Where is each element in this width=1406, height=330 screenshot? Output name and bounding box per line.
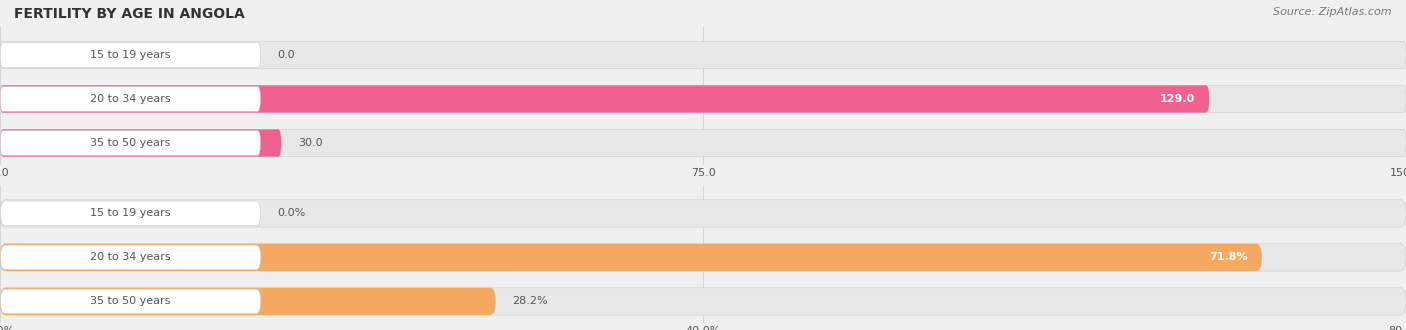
FancyBboxPatch shape (0, 288, 1406, 315)
Text: 30.0: 30.0 (298, 138, 323, 148)
Text: 15 to 19 years: 15 to 19 years (90, 209, 172, 218)
FancyBboxPatch shape (0, 289, 260, 314)
FancyBboxPatch shape (0, 244, 1406, 271)
Text: 20 to 34 years: 20 to 34 years (90, 252, 172, 262)
FancyBboxPatch shape (0, 244, 1263, 271)
Text: 20 to 34 years: 20 to 34 years (90, 94, 170, 104)
FancyBboxPatch shape (0, 129, 281, 157)
FancyBboxPatch shape (0, 85, 1406, 113)
Text: FERTILITY BY AGE IN ANGOLA: FERTILITY BY AGE IN ANGOLA (14, 7, 245, 20)
FancyBboxPatch shape (0, 87, 260, 111)
FancyBboxPatch shape (0, 288, 495, 315)
Text: 35 to 50 years: 35 to 50 years (90, 296, 170, 306)
Text: 0.0: 0.0 (277, 50, 295, 60)
FancyBboxPatch shape (0, 131, 260, 155)
FancyBboxPatch shape (0, 41, 1406, 69)
FancyBboxPatch shape (0, 85, 1209, 113)
FancyBboxPatch shape (0, 129, 1406, 157)
FancyBboxPatch shape (0, 43, 260, 67)
Text: 129.0: 129.0 (1160, 94, 1195, 104)
Text: 28.2%: 28.2% (512, 296, 548, 306)
Text: 0.0%: 0.0% (277, 209, 305, 218)
Text: Source: ZipAtlas.com: Source: ZipAtlas.com (1274, 7, 1392, 16)
FancyBboxPatch shape (0, 245, 260, 270)
Text: 35 to 50 years: 35 to 50 years (90, 138, 170, 148)
FancyBboxPatch shape (0, 201, 260, 226)
FancyBboxPatch shape (0, 200, 1406, 227)
Text: 15 to 19 years: 15 to 19 years (90, 50, 170, 60)
Text: 71.8%: 71.8% (1209, 252, 1249, 262)
